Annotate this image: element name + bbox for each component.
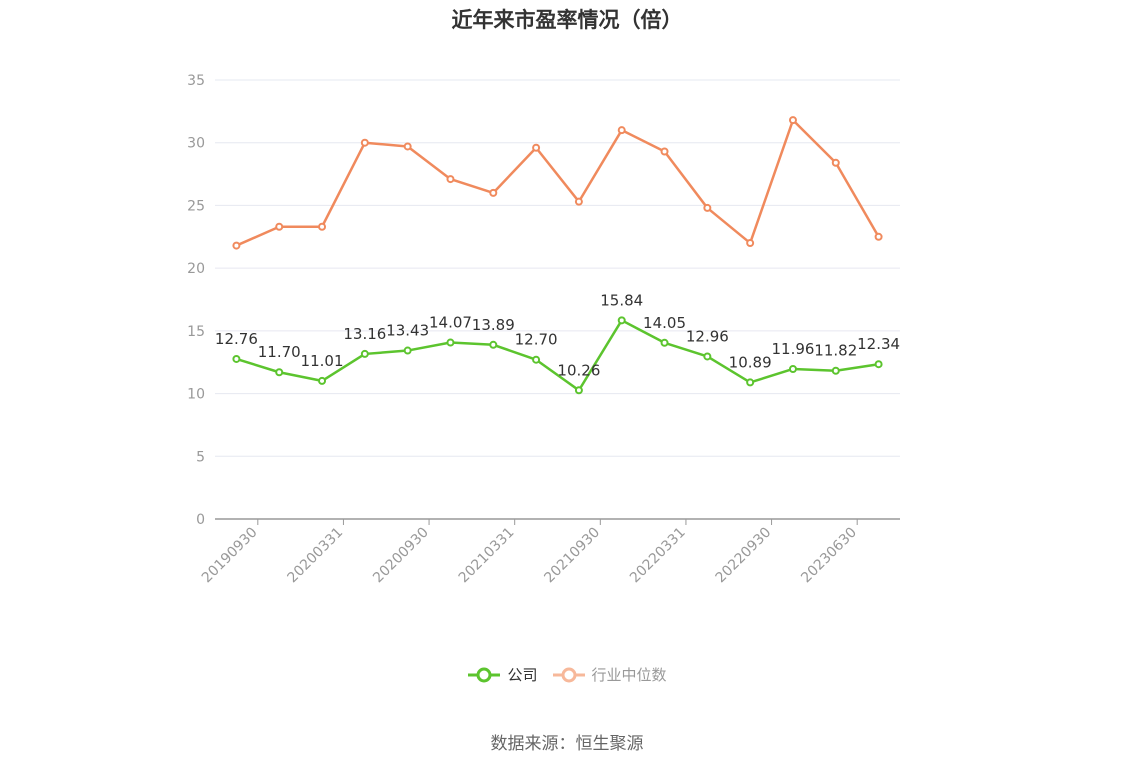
company-data-label: 13.16 [343, 325, 386, 343]
company-data-point [489, 340, 498, 349]
x-tick-label: 20230630 [798, 525, 860, 587]
x-tick-label: 20220930 [713, 525, 775, 587]
industry-data-point [703, 203, 712, 212]
company-data-point [232, 354, 241, 363]
x-tick-label: 20220331 [627, 525, 689, 587]
grid-layer [215, 79, 900, 457]
x-tick-label: 20190930 [199, 525, 261, 587]
x-tick-label: 20200930 [370, 525, 432, 587]
y-tick-label: 30 [187, 136, 205, 152]
industry-data-point [532, 143, 541, 152]
company-data-point [617, 316, 626, 325]
legend-label-company: 公司 [507, 666, 538, 684]
industry-data-point [874, 232, 883, 241]
company-data-point [275, 368, 284, 377]
legend-swatch-industry-icon [552, 667, 585, 682]
company-data-label: 11.96 [771, 340, 814, 358]
y-tick-label: 10 [187, 387, 205, 403]
company-data-label: 11.01 [301, 352, 344, 370]
company-data-point [831, 366, 840, 375]
company-series-line [236, 319, 879, 392]
company-data-point [360, 349, 369, 358]
company-data-label: 12.96 [686, 327, 729, 345]
x-tick-label: 20200331 [285, 525, 347, 587]
company-data-label: 15.84 [600, 291, 643, 309]
industry-data-point [275, 222, 284, 231]
company-data-point [403, 346, 412, 355]
company-data-label: 12.70 [515, 331, 558, 349]
legend: 公司 行业中位数 [0, 664, 1134, 685]
company-data-point [446, 338, 455, 347]
industry-data-point [660, 147, 669, 156]
company-data-label: 13.43 [386, 322, 429, 340]
legend-item-company[interactable]: 公司 [467, 664, 538, 685]
industry-data-point [489, 188, 498, 197]
chart-title: 近年来市盈率情况（倍） [451, 8, 683, 32]
y-tick-label: 25 [187, 198, 205, 214]
company-data-label: 12.34 [857, 335, 900, 353]
industry-data-point [574, 197, 583, 206]
industry-data-point [831, 158, 840, 167]
company-data-label: 11.82 [814, 342, 857, 360]
company-data-point [703, 352, 712, 361]
company-data-point [532, 355, 541, 364]
series-layer [232, 116, 883, 395]
y-tick-label: 35 [187, 73, 205, 89]
axis-layer: 0 5 10 15 20 25 30 35 20190930 20200331 20200930 20… [187, 73, 900, 586]
industry-data-point [232, 241, 241, 250]
company-data-point [746, 378, 755, 387]
y-tick-label: 5 [196, 449, 205, 465]
legend-item-industry-median[interactable]: 行业中位数 [552, 664, 667, 685]
company-data-point [318, 376, 327, 385]
company-data-label: 10.26 [557, 361, 600, 379]
x-tick-label: 20210331 [456, 525, 518, 587]
company-data-label: 10.89 [729, 353, 772, 371]
company-data-label: 14.07 [429, 314, 472, 332]
legend-label-industry-median: 行业中位数 [591, 666, 667, 684]
industry-data-point [788, 116, 797, 125]
industry-data-point [446, 175, 455, 184]
legend-swatch-company-icon [468, 667, 501, 682]
x-tick-label: 20210930 [541, 525, 603, 587]
company-data-point [574, 386, 583, 395]
y-tick-label: 0 [196, 512, 205, 528]
company-data-label: 13.89 [472, 316, 515, 334]
company-data-label: 11.70 [258, 343, 301, 361]
company-data-label: 12.76 [215, 330, 258, 348]
industry-data-point [403, 142, 412, 151]
company-data-point [874, 360, 883, 369]
company-data-point [788, 364, 797, 373]
company-data-label: 14.05 [643, 314, 686, 332]
industry-series-line [235, 118, 880, 247]
company-data-point [660, 338, 669, 347]
y-tick-label: 15 [187, 324, 205, 340]
industry-data-point [318, 222, 327, 231]
source-note: 数据来源：恒生聚源 [490, 734, 644, 754]
y-tick-label: 20 [187, 261, 205, 277]
industry-data-point [746, 239, 755, 248]
industry-data-point [360, 138, 369, 147]
industry-data-point [617, 126, 626, 135]
